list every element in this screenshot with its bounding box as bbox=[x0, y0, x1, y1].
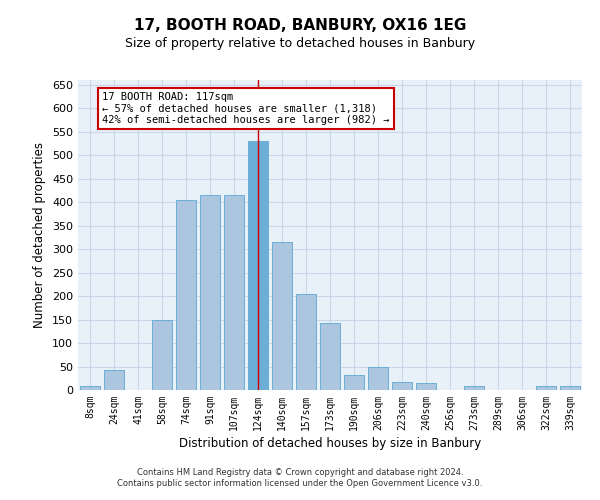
Bar bbox=[224, 195, 244, 390]
Text: Size of property relative to detached houses in Banbury: Size of property relative to detached ho… bbox=[125, 38, 475, 51]
Text: 17 BOOTH ROAD: 117sqm
← 57% of detached houses are smaller (1,318)
42% of semi-d: 17 BOOTH ROAD: 117sqm ← 57% of detached … bbox=[102, 92, 389, 125]
Bar bbox=[392, 382, 412, 390]
Text: Contains HM Land Registry data © Crown copyright and database right 2024.
Contai: Contains HM Land Registry data © Crown c… bbox=[118, 468, 482, 487]
Bar bbox=[320, 323, 340, 390]
Bar bbox=[344, 374, 364, 390]
Bar bbox=[536, 386, 556, 390]
Bar bbox=[248, 141, 268, 390]
Bar bbox=[368, 368, 388, 390]
Bar bbox=[152, 320, 172, 390]
Bar bbox=[464, 386, 484, 390]
Text: 17, BOOTH ROAD, BANBURY, OX16 1EG: 17, BOOTH ROAD, BANBURY, OX16 1EG bbox=[134, 18, 466, 32]
Bar bbox=[416, 383, 436, 390]
Bar bbox=[272, 242, 292, 390]
X-axis label: Distribution of detached houses by size in Banbury: Distribution of detached houses by size … bbox=[179, 437, 481, 450]
Bar bbox=[176, 200, 196, 390]
Y-axis label: Number of detached properties: Number of detached properties bbox=[34, 142, 46, 328]
Bar bbox=[560, 386, 580, 390]
Bar bbox=[80, 386, 100, 390]
Bar bbox=[104, 370, 124, 390]
Bar bbox=[296, 294, 316, 390]
Bar bbox=[200, 195, 220, 390]
